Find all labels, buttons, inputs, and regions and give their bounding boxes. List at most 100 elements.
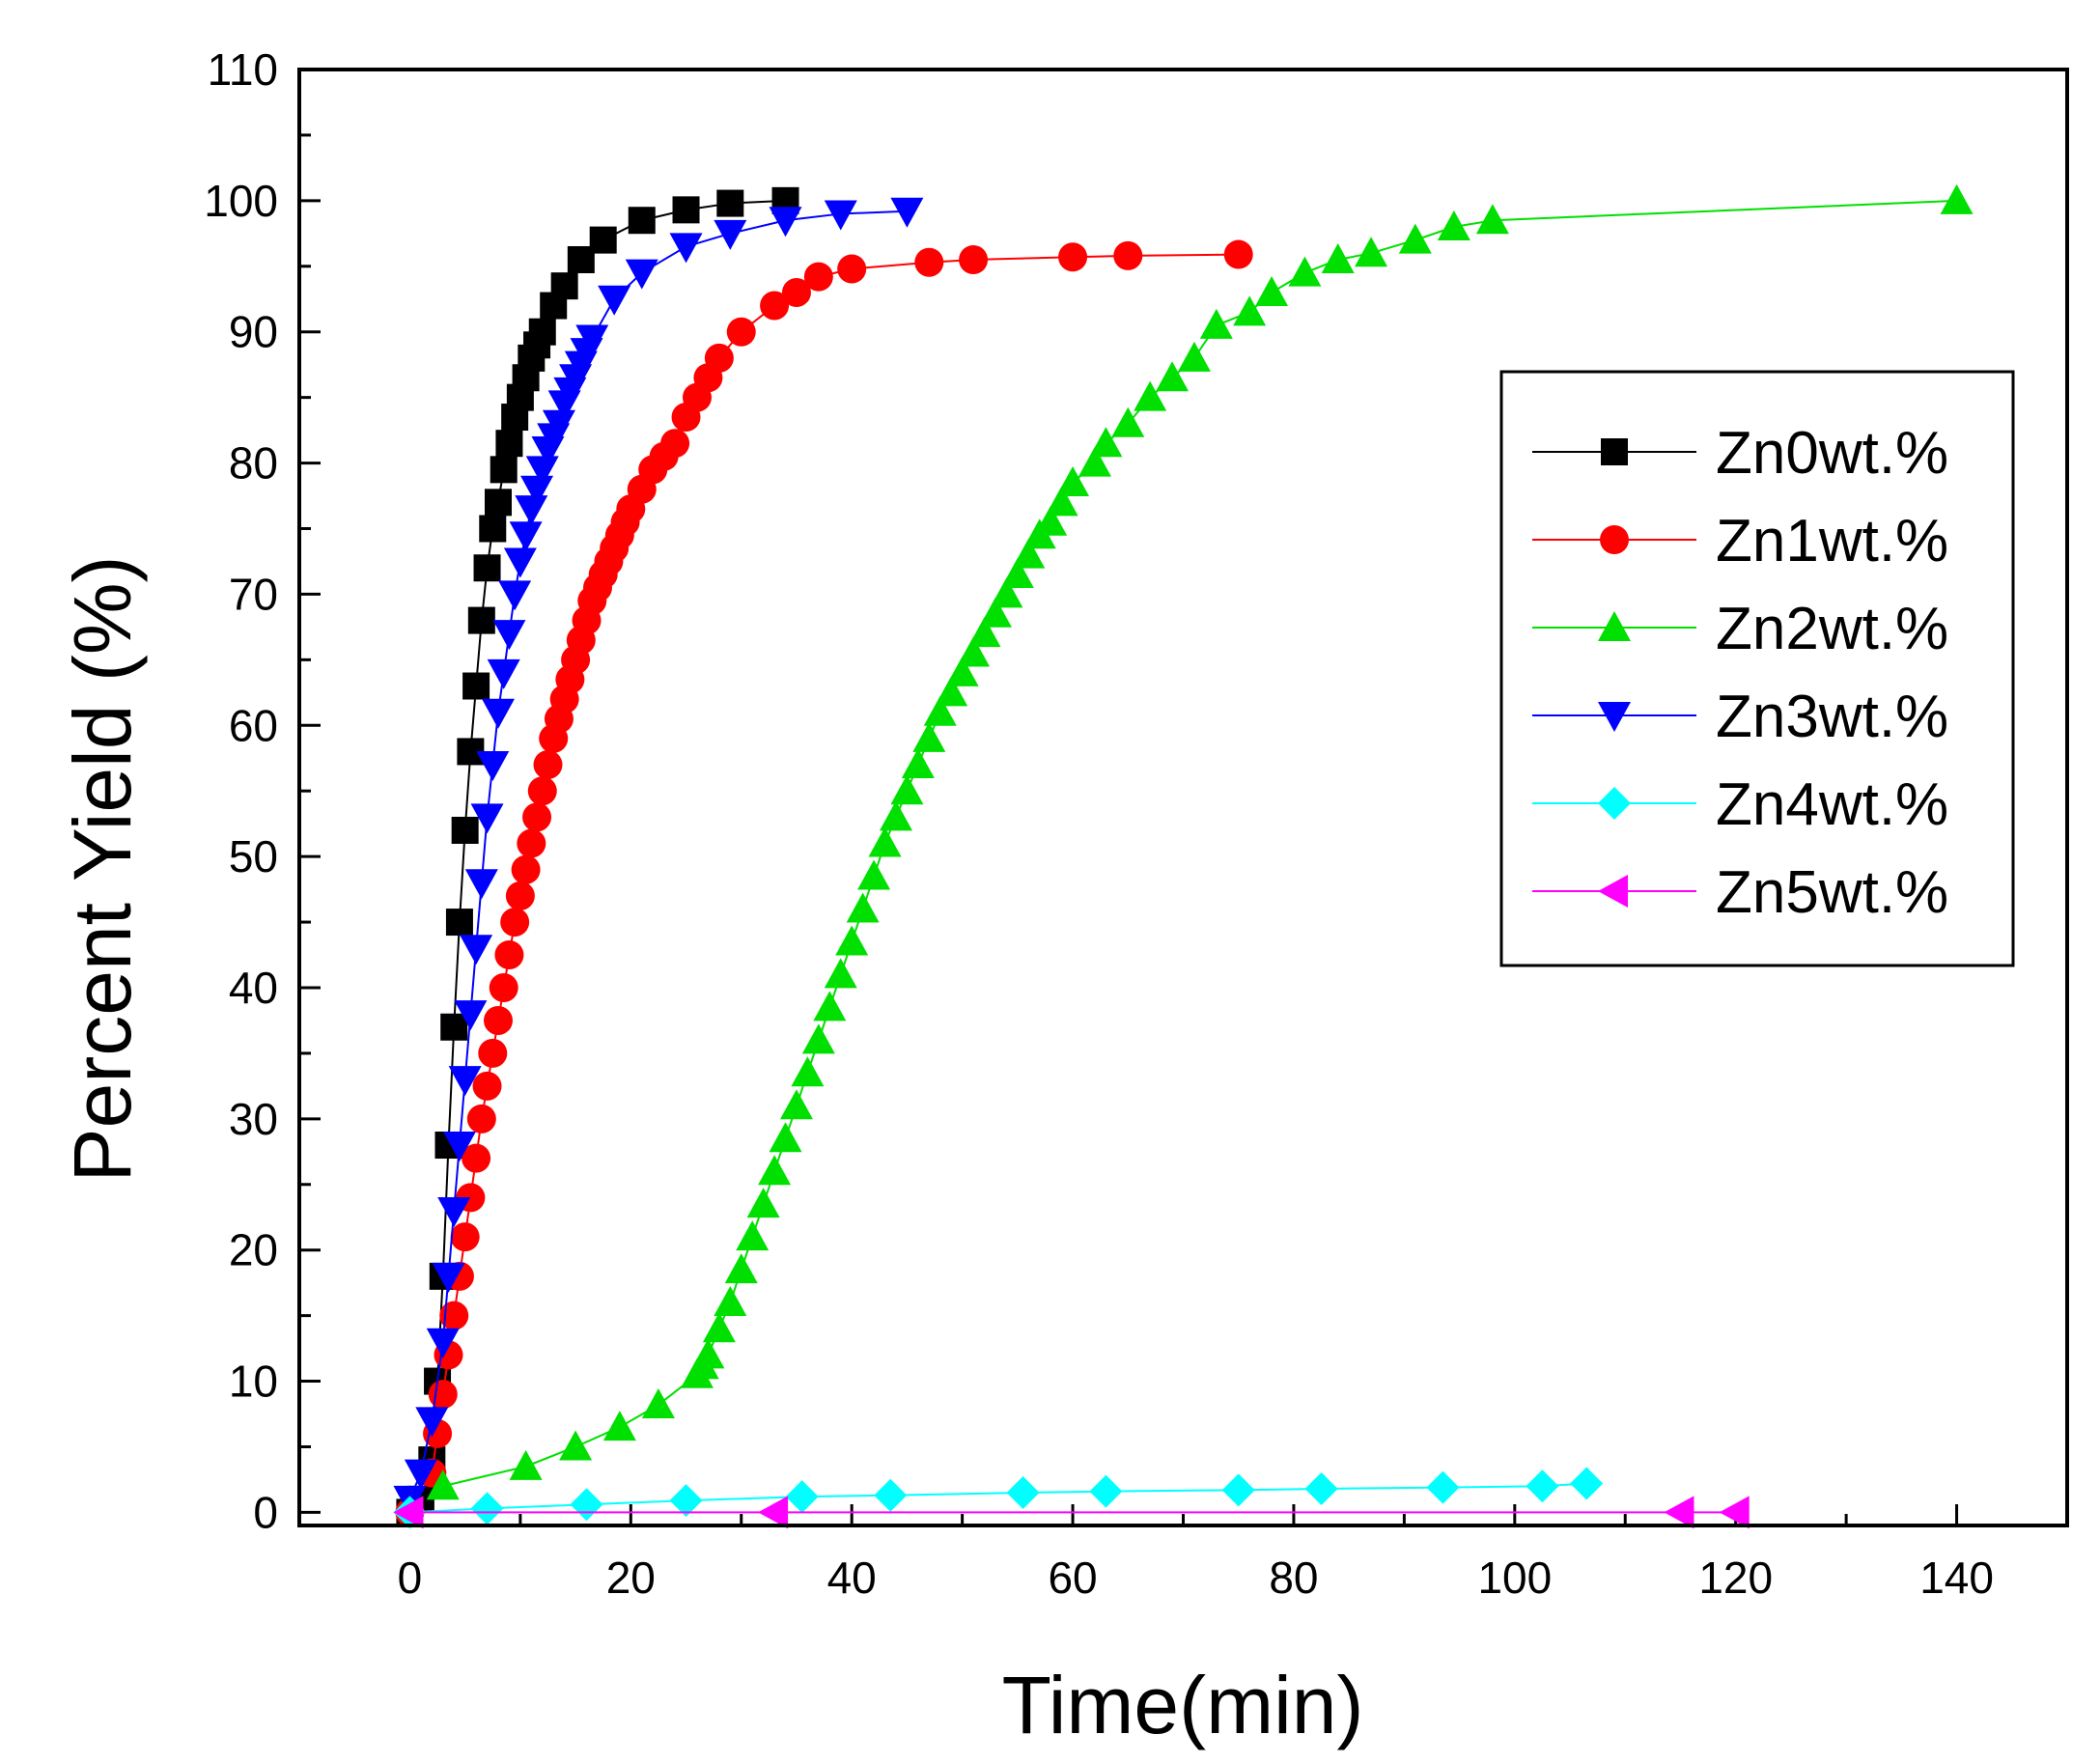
y-tick-label: 90 xyxy=(229,307,278,357)
data-point xyxy=(724,1253,758,1284)
data-point xyxy=(462,1143,491,1173)
data-point xyxy=(714,219,747,250)
data-point xyxy=(404,1459,437,1490)
series-Zn5wt.% xyxy=(393,1496,1750,1529)
data-point xyxy=(879,800,912,831)
data-point xyxy=(460,935,493,965)
data-point xyxy=(716,189,744,217)
data-point xyxy=(923,695,957,726)
data-point xyxy=(478,1038,508,1068)
legend-item: Zn4wt.% xyxy=(1532,771,1948,838)
data-point xyxy=(1111,406,1145,437)
data-point xyxy=(492,620,526,651)
data-point xyxy=(522,802,552,832)
data-point xyxy=(467,606,495,634)
legend: Zn0wt.% Zn1wt.% Zn2wt.% Zn3wt.% Zn4wt.% Zn5wt… xyxy=(1499,370,2015,967)
data-point xyxy=(442,1132,476,1162)
data-point xyxy=(714,1286,747,1317)
data-point xyxy=(837,254,867,284)
legend-item: Zn1wt.% xyxy=(1532,508,1948,574)
data-point xyxy=(1233,295,1267,326)
data-point xyxy=(628,207,656,235)
legend-item: Zn5wt.% xyxy=(1532,859,1948,926)
data-point xyxy=(769,207,802,238)
data-point xyxy=(726,317,756,347)
data-point xyxy=(472,1071,502,1101)
data-point xyxy=(527,776,557,806)
data-point xyxy=(704,343,734,373)
data-point xyxy=(509,521,543,552)
data-point xyxy=(542,409,575,440)
data-point xyxy=(1113,240,1143,270)
data-point xyxy=(672,196,700,224)
data-point xyxy=(575,324,609,355)
data-point xyxy=(470,803,504,834)
data-point xyxy=(791,1056,825,1087)
data-point xyxy=(515,495,548,526)
data-point xyxy=(1664,1496,1694,1529)
data-point xyxy=(758,1155,792,1186)
y-axis-title: Percent Yield (%) xyxy=(57,556,148,1183)
data-point xyxy=(1355,237,1388,267)
legend-label: Zn4wt.% xyxy=(1716,771,1948,838)
data-point xyxy=(813,991,847,1021)
data-point xyxy=(428,1380,458,1410)
data-point xyxy=(589,226,617,254)
data-point xyxy=(500,908,530,937)
data-point xyxy=(769,1122,802,1153)
x-tick-label: 20 xyxy=(606,1553,656,1603)
data-point xyxy=(473,554,501,582)
data-point xyxy=(669,233,703,264)
y-tick-label: 110 xyxy=(208,44,278,95)
data-point xyxy=(1058,242,1088,272)
data-point xyxy=(559,1430,593,1461)
data-point xyxy=(978,597,1012,628)
series-Zn2wt.% xyxy=(426,183,1974,1500)
data-point xyxy=(1526,1469,1559,1503)
data-point xyxy=(1426,1470,1460,1504)
data-point xyxy=(481,698,515,729)
data-point xyxy=(1000,558,1034,589)
data-point xyxy=(702,1312,736,1343)
y-tick-label: 10 xyxy=(229,1357,278,1407)
data-point xyxy=(1045,486,1078,517)
data-point xyxy=(503,547,537,578)
legend-marker xyxy=(1598,787,1631,820)
data-point xyxy=(602,1411,636,1441)
data-point xyxy=(1475,204,1509,235)
data-point xyxy=(874,1478,908,1512)
data-point xyxy=(464,869,498,900)
data-point xyxy=(1321,242,1355,273)
data-point xyxy=(868,826,902,857)
data-point xyxy=(426,1328,460,1358)
data-point xyxy=(1012,538,1046,569)
data-point xyxy=(691,1338,725,1369)
x-tick-label: 60 xyxy=(1048,1553,1097,1603)
data-point xyxy=(1255,275,1289,306)
data-point xyxy=(990,577,1023,608)
x-tick-label: 120 xyxy=(1698,1553,1773,1603)
data-point xyxy=(785,1480,819,1514)
data-point xyxy=(1223,239,1253,269)
data-point xyxy=(857,859,891,890)
data-point xyxy=(550,272,578,300)
data-point xyxy=(660,429,690,459)
data-point xyxy=(669,1484,703,1518)
data-point xyxy=(1437,210,1470,241)
y-tick-label: 100 xyxy=(204,176,278,226)
x-tick-label: 40 xyxy=(827,1553,877,1603)
data-point xyxy=(470,1492,504,1525)
data-point xyxy=(945,656,979,686)
data-point xyxy=(466,1104,496,1133)
y-tick-label: 60 xyxy=(229,700,278,750)
data-point xyxy=(758,1496,789,1529)
y-tick-label: 70 xyxy=(229,569,278,619)
legend-label: Zn3wt.% xyxy=(1716,684,1948,750)
data-point xyxy=(1940,183,1974,214)
data-point xyxy=(450,1222,480,1252)
legend-item: Zn2wt.% xyxy=(1532,596,1948,662)
data-point xyxy=(1304,1471,1338,1505)
data-point xyxy=(957,636,991,667)
data-point xyxy=(781,277,811,307)
series-Zn4wt.% xyxy=(393,1467,1604,1529)
